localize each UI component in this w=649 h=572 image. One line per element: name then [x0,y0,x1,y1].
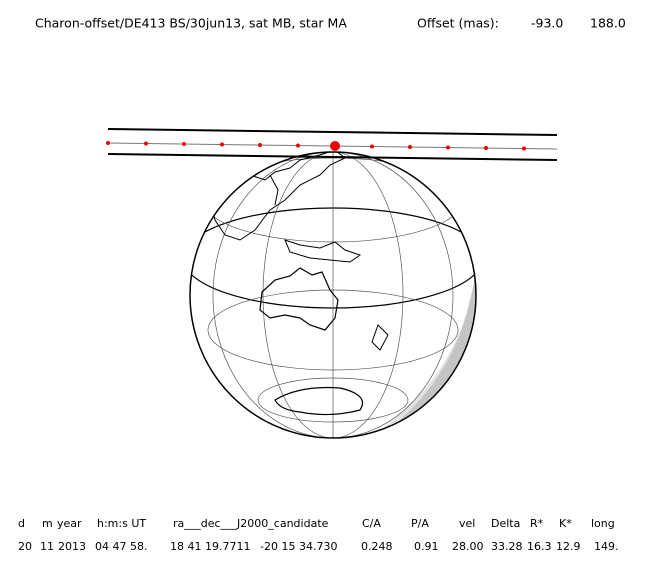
table-cell: 28.00 [452,540,484,553]
column-header: h:m:s UT [97,517,146,530]
table-cell: 0.91 [414,540,439,553]
globe [189,151,477,439]
table-cell: 04 47 58. [95,540,147,553]
column-header: R* [530,517,544,530]
data-table: d m year h:m:s UT ra___dec___J2000_candidate… [18,517,619,553]
column-header: K* [559,517,572,530]
table-cell: 16.3 [527,540,552,553]
table-cell: 18 41 19.7711 [170,540,250,553]
table-cell: 33.28 [491,540,523,553]
column-header: d [18,517,25,530]
table-cell: 20 [18,540,32,553]
column-header: m [42,517,53,530]
offset-value: -93.0 [531,16,563,31]
column-header: long [591,517,615,530]
table-cell: 12.9 [556,540,581,553]
column-header: vel [459,517,475,530]
offset-value: 188.0 [590,16,626,31]
offset-label: Offset (mas): [417,16,499,31]
table-cell: 0.248 [361,540,393,553]
column-header: ra___dec___J2000_candidate [173,517,329,530]
table-cell: 11 [40,540,54,553]
column-header: C/A [362,517,381,530]
column-header: P/A [411,517,429,530]
table-cell: -20 15 34.730 [260,540,337,553]
table-cell: 149. [594,540,619,553]
column-header: year [57,517,82,530]
table-cell: 2013 [58,540,86,553]
shadow-path [106,128,558,161]
column-header: Delta [491,517,520,530]
map-title: Charon-offset/DE413 BS/30jun13, sat MB, … [35,16,347,31]
